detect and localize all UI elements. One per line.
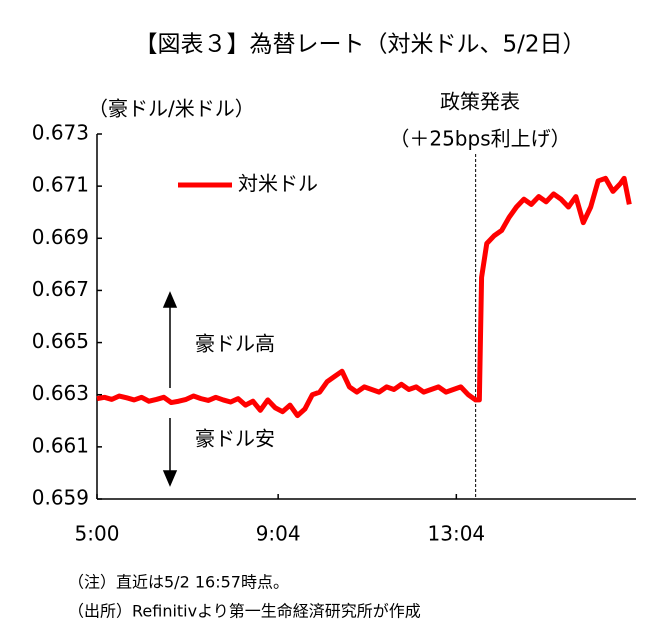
x-tick-label: 9:04 [256, 522, 301, 546]
up-label: 豪ドル高 [195, 332, 275, 356]
y-tick-label: 0.667 [32, 277, 89, 301]
legend-label: 対米ドル [238, 172, 318, 196]
x-tick-label: 13:04 [428, 522, 486, 546]
y-tick-label: 0.673 [32, 121, 89, 145]
y-tick-label: 0.661 [32, 433, 89, 457]
note: （注）直近は5/2 16:57時点。 [68, 573, 289, 592]
event-label: 政策発表 [440, 90, 520, 114]
chart-title: 【図表３】為替レート（対米ドル、5/2日） [134, 32, 585, 58]
line-series [96, 175, 632, 419]
x-tick-label: 5:00 [75, 522, 120, 546]
down-arrow-head [162, 470, 178, 487]
y-tick-label: 0.663 [32, 381, 89, 405]
y-tick-label: 0.659 [32, 486, 89, 510]
y-tick-label: 0.665 [32, 329, 89, 353]
down-label: 豪ドル安 [195, 427, 275, 451]
source: （出所）Refinitivより第一生命経済研究所が作成 [68, 602, 421, 621]
arrows [162, 291, 178, 487]
up-arrow-head [162, 291, 178, 308]
event-detail: （＋25bps利上げ） [389, 127, 570, 151]
y-tick-label: 0.671 [32, 173, 89, 197]
y-tick-label: 0.669 [32, 225, 89, 249]
y-axis-label: （豪ドル/米ドル） [88, 97, 255, 121]
